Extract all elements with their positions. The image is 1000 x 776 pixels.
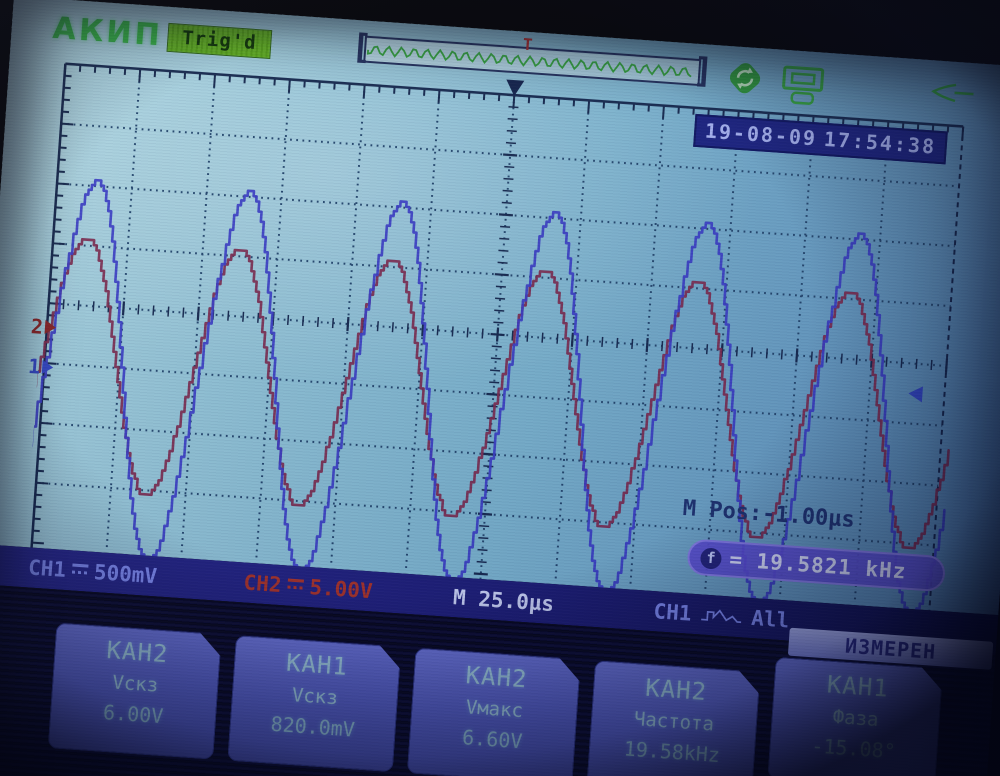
ch2-ground-marker: 2 bbox=[30, 314, 57, 340]
menu-button-4[interactable]: КАН2 Частота 19.58kHz bbox=[586, 660, 760, 776]
menu-button-value: 6.00V bbox=[102, 699, 165, 729]
menu-button-channel: КАН1 bbox=[826, 670, 890, 703]
menu-button-channel: КАН2 bbox=[464, 661, 529, 694]
menu-button-value: 19.58kHz bbox=[622, 736, 721, 768]
menu-button-5[interactable]: КАН1 Фаза -15.08° bbox=[767, 657, 943, 776]
trigger-position-arrow-icon bbox=[505, 79, 525, 97]
menu-button-value: -15.08° bbox=[810, 733, 897, 764]
menu-button-measure: Фаза bbox=[832, 705, 880, 732]
trigger-time-marker: T bbox=[522, 34, 534, 55]
menu-button-3[interactable]: КАН2 Vмакс 6.60V bbox=[407, 648, 581, 776]
menu-button-value: 820.0mV bbox=[269, 711, 356, 742]
date-value: 19-08-09 bbox=[704, 118, 818, 151]
menu-button-channel: КАН1 bbox=[285, 648, 349, 681]
timebase-readout: M 25.0µs bbox=[452, 585, 555, 617]
menu-button-measure: Vскз bbox=[111, 671, 159, 697]
ch1-scale: 500mV bbox=[93, 560, 158, 589]
ch1-marker-label: 1 bbox=[27, 353, 42, 379]
trigger-source: CH1 bbox=[652, 599, 693, 626]
ch2-label: CH2 bbox=[242, 570, 283, 598]
menu-button-channel: КАН2 bbox=[105, 636, 170, 669]
ch2-marker-label: 2 bbox=[30, 314, 44, 339]
ch2-scale: 5.00V bbox=[308, 575, 374, 604]
trigger-level-arrow-icon bbox=[907, 385, 923, 403]
dc-coupling-icon bbox=[71, 563, 89, 579]
printer-icon bbox=[782, 65, 825, 105]
menu-button-1[interactable]: КАН2 Vскз 6.00V bbox=[48, 622, 222, 759]
noise-waveform-icon bbox=[701, 609, 742, 624]
menu-button-value: 6.60V bbox=[461, 725, 524, 754]
probe-out-icon bbox=[931, 83, 974, 103]
menu-button-channel: КАН2 bbox=[644, 673, 709, 707]
left-bracket: [ bbox=[349, 26, 374, 69]
autorun-cycle-icon bbox=[729, 63, 761, 94]
menu-button-measure: Vскз bbox=[291, 684, 339, 710]
ch1-ground-marker: 1 bbox=[27, 354, 54, 380]
time-value: 17:54:38 bbox=[823, 126, 937, 159]
frequency-icon: f bbox=[699, 546, 723, 570]
frequency-value: = 19.5821 kHz bbox=[728, 547, 908, 584]
menu-button-measure: Частота bbox=[633, 708, 715, 736]
right-bracket: ] bbox=[691, 50, 715, 92]
right-triangle-icon bbox=[44, 319, 57, 335]
ch1-label: CH1 bbox=[27, 555, 67, 582]
trigger-mode: All bbox=[750, 605, 791, 633]
right-triangle-icon bbox=[41, 359, 54, 375]
menu-button-measure: Vмакс bbox=[465, 696, 524, 723]
menu-button-2[interactable]: КАН1 Vскз 820.0mV bbox=[227, 635, 401, 772]
dc-coupling-icon bbox=[286, 578, 304, 594]
